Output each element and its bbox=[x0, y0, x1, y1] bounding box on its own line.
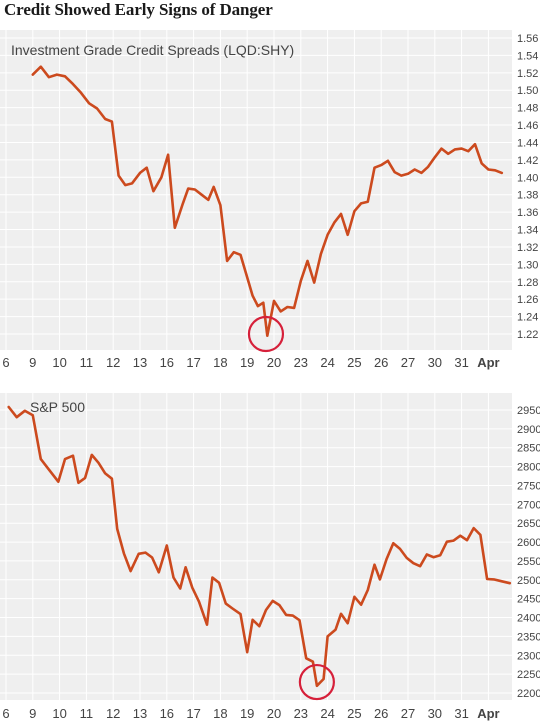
x-tick-label: Apr bbox=[477, 355, 499, 370]
x-tick-label: 13 bbox=[133, 706, 147, 721]
x-tick-label: 30 bbox=[428, 706, 442, 721]
x-tick-label: 18 bbox=[213, 355, 227, 370]
y-tick-label: 2800 bbox=[517, 462, 540, 474]
y-tick-label: 1.46 bbox=[517, 120, 538, 132]
x-tick-label: 27 bbox=[401, 355, 415, 370]
y-tick-label: 2950 bbox=[517, 405, 540, 417]
y-tick-label: 2350 bbox=[517, 631, 540, 643]
panel-title: S&P 500 bbox=[30, 399, 85, 415]
y-tick-label: 1.42 bbox=[517, 155, 538, 167]
x-tick-label: 31 bbox=[454, 706, 468, 721]
x-tick-label: 26 bbox=[374, 355, 388, 370]
y-tick-label: 1.56 bbox=[517, 33, 538, 45]
y-tick-label: 1.36 bbox=[517, 207, 538, 219]
y-tick-label: 1.48 bbox=[517, 103, 538, 115]
panel-title: Investment Grade Credit Spreads (LQD:SHY… bbox=[11, 42, 294, 58]
y-tick-label: 1.22 bbox=[517, 329, 538, 341]
x-tick-label: 6 bbox=[2, 706, 9, 721]
x-tick-label: 16 bbox=[160, 706, 174, 721]
y-tick-label: 1.34 bbox=[517, 225, 538, 237]
y-tick-label: 1.54 bbox=[517, 50, 538, 62]
y-tick-label: 2400 bbox=[517, 613, 540, 625]
y-tick-label: 1.30 bbox=[517, 259, 538, 271]
series-line bbox=[7, 405, 512, 688]
panel-background bbox=[0, 30, 512, 350]
x-tick-label: 11 bbox=[80, 706, 94, 721]
y-tick-label: 1.44 bbox=[517, 137, 538, 149]
x-tick-label: 31 bbox=[454, 355, 468, 370]
x-tick-label: 12 bbox=[106, 706, 120, 721]
x-tick-label: 24 bbox=[320, 355, 334, 370]
y-tick-label: 1.26 bbox=[517, 294, 538, 306]
y-tick-label: 2300 bbox=[517, 650, 540, 662]
y-tick-label: 2900 bbox=[517, 424, 540, 436]
y-tick-label: 2500 bbox=[517, 575, 540, 587]
y-tick-label: 2600 bbox=[517, 537, 540, 549]
x-tick-label: 19 bbox=[240, 355, 254, 370]
x-tick-label: 13 bbox=[133, 355, 147, 370]
x-tick-label: 27 bbox=[401, 706, 415, 721]
highlight-circle bbox=[298, 663, 335, 701]
chart-title: Credit Showed Early Signs of Danger bbox=[4, 0, 273, 19]
y-tick-label: 2250 bbox=[517, 669, 540, 681]
y-tick-label: 2650 bbox=[517, 518, 540, 530]
y-tick-label: 1.32 bbox=[517, 242, 538, 254]
x-tick-label: 23 bbox=[294, 706, 308, 721]
x-tick-label: 30 bbox=[428, 355, 442, 370]
x-tick-label: 17 bbox=[186, 355, 200, 370]
x-tick-label: 9 bbox=[29, 706, 36, 721]
y-tick-label: 1.24 bbox=[517, 312, 538, 324]
x-tick-label: 20 bbox=[267, 355, 281, 370]
x-tick-label: 17 bbox=[186, 706, 200, 721]
x-tick-label: 20 bbox=[267, 706, 281, 721]
x-tick-label: 10 bbox=[52, 355, 66, 370]
x-tick-label: 11 bbox=[80, 355, 94, 370]
y-tick-label: 1.50 bbox=[517, 85, 538, 97]
x-tick-label: 23 bbox=[294, 355, 308, 370]
y-tick-label: 2700 bbox=[517, 499, 540, 511]
y-tick-label: 2550 bbox=[517, 556, 540, 568]
y-tick-label: 1.52 bbox=[517, 68, 538, 80]
y-tick-label: 2850 bbox=[517, 443, 540, 455]
x-tick-label: 9 bbox=[29, 355, 36, 370]
x-tick-label: Apr bbox=[477, 706, 499, 721]
x-tick-label: 24 bbox=[320, 706, 334, 721]
y-tick-label: 1.40 bbox=[517, 172, 538, 184]
panel-background bbox=[0, 393, 512, 700]
y-tick-label: 2200 bbox=[517, 688, 540, 700]
x-tick-label: 10 bbox=[52, 706, 66, 721]
x-tick-label: 19 bbox=[240, 706, 254, 721]
highlight-circle bbox=[247, 315, 285, 353]
x-tick-label: 25 bbox=[347, 355, 361, 370]
y-tick-label: 2450 bbox=[517, 594, 540, 606]
x-tick-label: 25 bbox=[347, 706, 361, 721]
y-tick-label: 2750 bbox=[517, 480, 540, 492]
x-tick-label: 6 bbox=[2, 355, 9, 370]
y-tick-label: 1.28 bbox=[517, 277, 538, 289]
x-tick-label: 18 bbox=[213, 706, 227, 721]
x-tick-label: 26 bbox=[374, 706, 388, 721]
x-tick-label: 12 bbox=[106, 355, 120, 370]
x-tick-label: 16 bbox=[160, 355, 174, 370]
y-tick-label: 1.38 bbox=[517, 190, 538, 202]
